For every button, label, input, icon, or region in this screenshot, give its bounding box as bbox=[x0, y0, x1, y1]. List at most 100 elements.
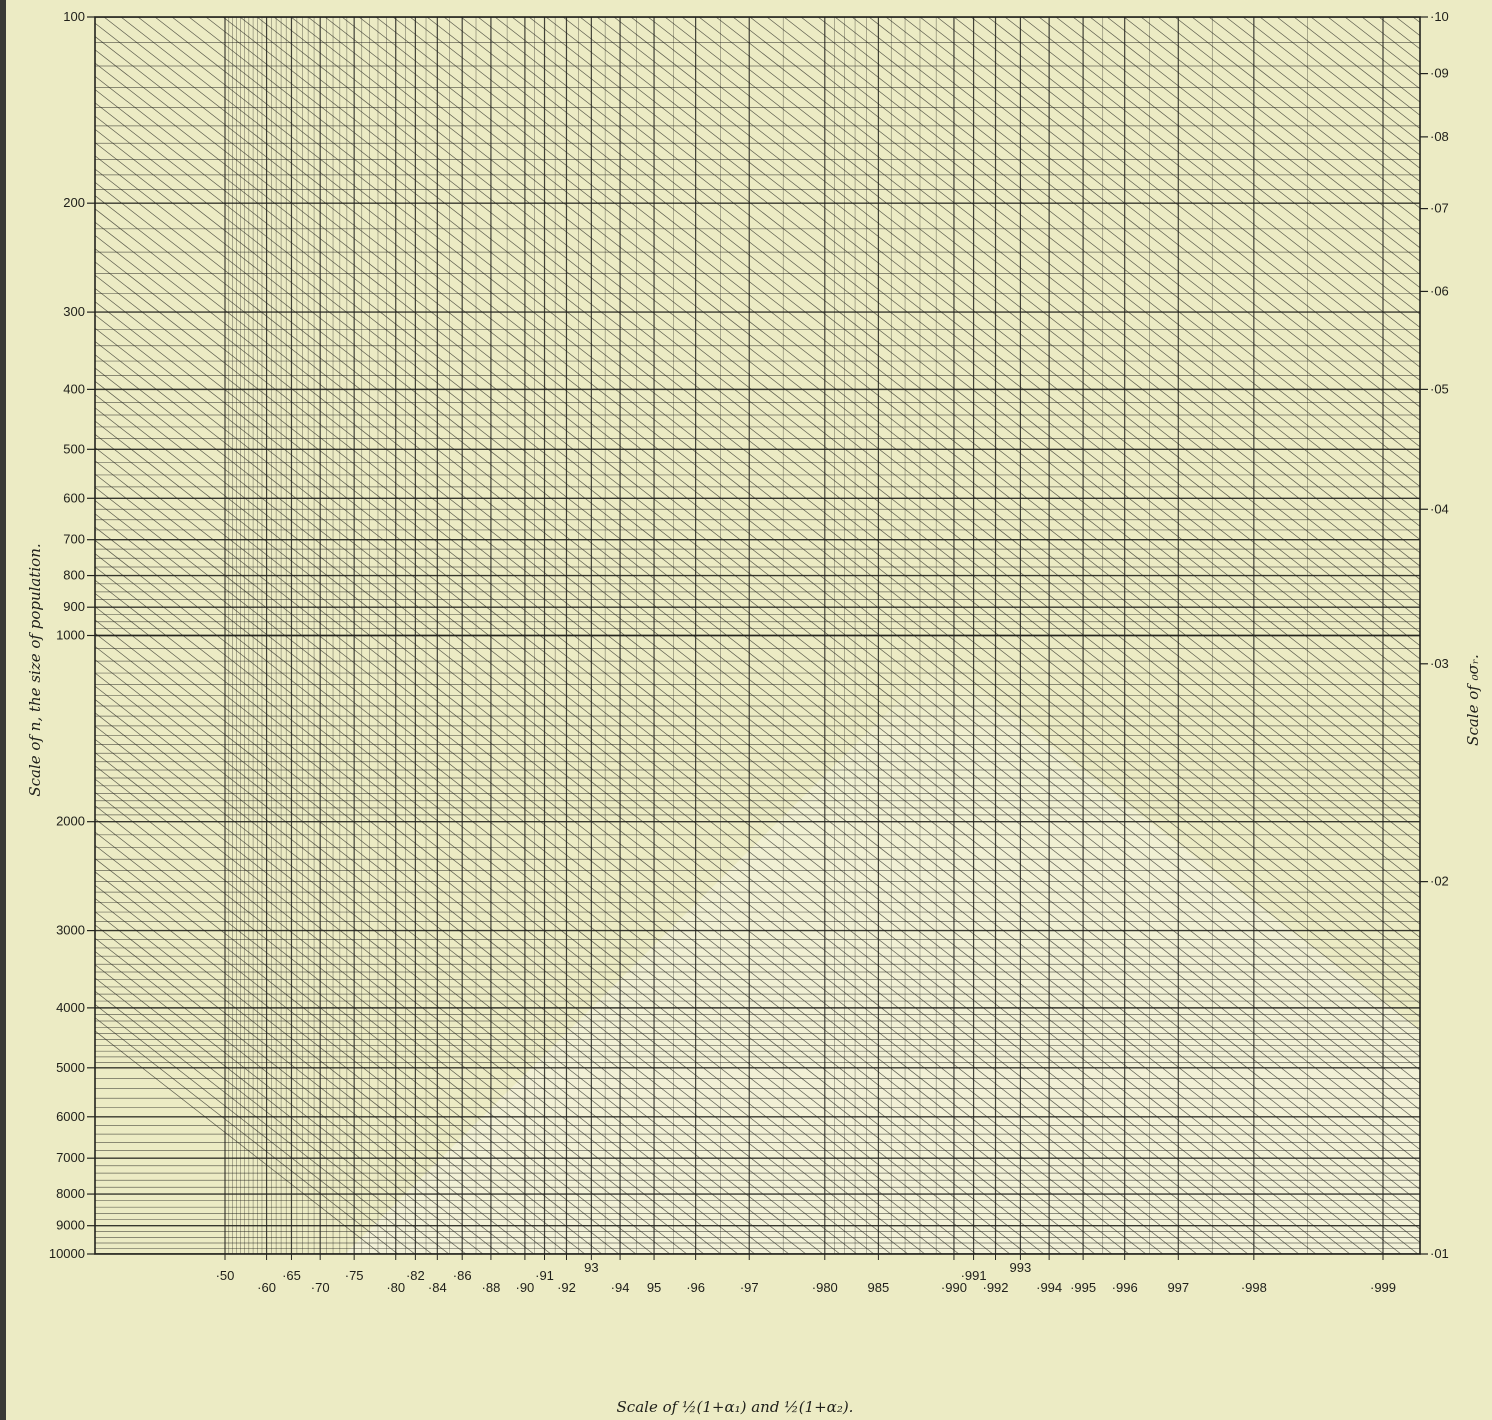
grid-line-diagonal bbox=[95, 115, 1420, 1151]
grid-line-diagonal bbox=[494, 17, 1420, 739]
grid-line-diagonal bbox=[1072, 17, 1420, 289]
bottom-tick-label: ·91 bbox=[535, 1268, 554, 1283]
left-tick-label: 9000 bbox=[56, 1218, 85, 1233]
right-tick-label: ·05 bbox=[1430, 381, 1449, 396]
bottom-tick-label: ·90 bbox=[515, 1280, 534, 1295]
grid-line-diagonal bbox=[1140, 17, 1420, 236]
grid-line-diagonal bbox=[95, 128, 1420, 1164]
grid-line-diagonal bbox=[95, 287, 1334, 1254]
grid-line-diagonal bbox=[239, 17, 1420, 938]
left-tick-label: 8000 bbox=[56, 1186, 85, 1201]
grid-line-diagonal bbox=[783, 17, 1420, 514]
bottom-tick-label: ·998 bbox=[1241, 1280, 1267, 1295]
bottom-tick-label: ·994 bbox=[1036, 1280, 1062, 1295]
bottom-tick-label: ·96 bbox=[686, 1280, 705, 1295]
grid-line-diagonal bbox=[868, 17, 1420, 448]
bottom-tick-label: ·75 bbox=[345, 1268, 364, 1283]
left-tick-label: 700 bbox=[63, 532, 85, 547]
grid-line-diagonal bbox=[307, 17, 1420, 885]
left-tick-label: 100 bbox=[63, 9, 85, 24]
grid-line-diagonal bbox=[1123, 17, 1420, 249]
grid-line-diagonal bbox=[596, 17, 1420, 660]
grid-line-diagonal bbox=[95, 539, 1011, 1254]
left-tick-label: 2000 bbox=[56, 814, 85, 829]
grid-lines bbox=[95, 17, 1492, 1254]
bottom-tick-label: 993 bbox=[1010, 1260, 1032, 1275]
left-tick-label: 10000 bbox=[49, 1246, 85, 1261]
bottom-tick-label: ·992 bbox=[983, 1280, 1009, 1295]
grid-line-diagonal bbox=[511, 17, 1420, 726]
bottom-tick-label: ·86 bbox=[453, 1268, 472, 1283]
bottom-tick-label: ·991 bbox=[961, 1268, 987, 1283]
grid-line-diagonal bbox=[443, 17, 1420, 779]
grid-line-diagonal bbox=[95, 805, 671, 1254]
grid-line-diagonal bbox=[205, 17, 1420, 965]
grid-line-diagonal bbox=[95, 341, 1266, 1254]
grid-line-diagonal bbox=[1447, 17, 1492, 1254]
grid-line-diagonal bbox=[273, 17, 1420, 912]
right-tick-label: ·06 bbox=[1430, 283, 1449, 298]
grid-line-diagonal bbox=[95, 327, 1283, 1254]
right-tick-label: ·09 bbox=[1430, 66, 1449, 81]
left-axis-ticks: 100 200 300 400 500 600 700 800 900 1000 2000 3000 4… bbox=[49, 9, 95, 1261]
bottom-tick-label: ·50 bbox=[216, 1268, 235, 1283]
grid-line-diagonal bbox=[95, 181, 1420, 1217]
grid-line-diagonal bbox=[970, 17, 1420, 368]
grid-line-diagonal bbox=[95, 36, 1420, 1071]
grid-line-diagonal bbox=[95, 380, 1215, 1254]
grid-line-diagonal bbox=[188, 17, 1420, 978]
grid-line-diagonal bbox=[95, 155, 1420, 1190]
grid-line-diagonal bbox=[222, 17, 1420, 952]
grid-line-diagonal bbox=[375, 17, 1420, 832]
grid-line-diagonal bbox=[647, 17, 1420, 620]
bottom-tick-label: ·94 bbox=[611, 1280, 630, 1295]
grid-line-diagonal bbox=[749, 17, 1420, 541]
grid-line-diagonal bbox=[95, 566, 977, 1254]
grid-line-diagonal bbox=[800, 17, 1420, 501]
grid-line-diagonal bbox=[528, 17, 1420, 713]
right-axis-title: Scale of ₀σᵣ. bbox=[1464, 654, 1482, 746]
left-tick-label: 3000 bbox=[56, 923, 85, 938]
grid-line-diagonal bbox=[95, 367, 1232, 1254]
grid-line-diagonal bbox=[95, 606, 926, 1254]
grid-line-diagonal bbox=[936, 17, 1420, 395]
right-tick-label: ·01 bbox=[1430, 1246, 1449, 1261]
grid-line-diagonal bbox=[95, 513, 1045, 1254]
right-tick-label: ·08 bbox=[1430, 129, 1449, 144]
grid-line-diagonal bbox=[95, 102, 1420, 1137]
grid-line-diagonal bbox=[95, 75, 1420, 1111]
grid-line-diagonal bbox=[95, 407, 1181, 1254]
bottom-tick-label: ·999 bbox=[1370, 1280, 1396, 1295]
grid-line-diagonal bbox=[95, 301, 1317, 1254]
left-tick-label: 500 bbox=[63, 441, 85, 456]
grid-line-diagonal bbox=[95, 646, 875, 1254]
left-tick-label: 900 bbox=[63, 599, 85, 614]
grid-line-diagonal bbox=[95, 778, 705, 1254]
bottom-tick-label: 93 bbox=[584, 1260, 598, 1275]
grid-line-diagonal bbox=[715, 17, 1420, 567]
grid-line-diagonal bbox=[95, 314, 1300, 1254]
left-tick-label: 200 bbox=[63, 195, 85, 210]
left-tick-label: 800 bbox=[63, 568, 85, 583]
grid-line-diagonal bbox=[95, 142, 1420, 1177]
grid-line-diagonal bbox=[95, 473, 1096, 1254]
bottom-tick-label: ·80 bbox=[386, 1280, 405, 1295]
grid-line-diagonal bbox=[95, 49, 1420, 1084]
grid-line-diagonal bbox=[341, 17, 1420, 859]
grid-line-diagonal bbox=[95, 964, 467, 1254]
grid-line-diagonal bbox=[95, 712, 790, 1254]
grid-line-diagonal bbox=[426, 17, 1420, 792]
grid-line-diagonal bbox=[95, 924, 518, 1254]
grid-line-diagonal bbox=[1089, 17, 1420, 275]
grid-line-diagonal bbox=[95, 950, 484, 1254]
grid-line-diagonal bbox=[902, 17, 1420, 421]
grid-line-diagonal bbox=[324, 17, 1420, 872]
grid-line-diagonal bbox=[545, 17, 1420, 700]
grid-line-diagonal bbox=[953, 17, 1420, 381]
bottom-tick-label: ·84 bbox=[428, 1280, 447, 1295]
bottom-tick-label: ·995 bbox=[1070, 1280, 1096, 1295]
grid-line-diagonal bbox=[95, 195, 1420, 1230]
grid-line-diagonal bbox=[95, 1004, 416, 1254]
grid-line-diagonal bbox=[95, 208, 1420, 1243]
bottom-tick-label: 985 bbox=[868, 1280, 890, 1295]
